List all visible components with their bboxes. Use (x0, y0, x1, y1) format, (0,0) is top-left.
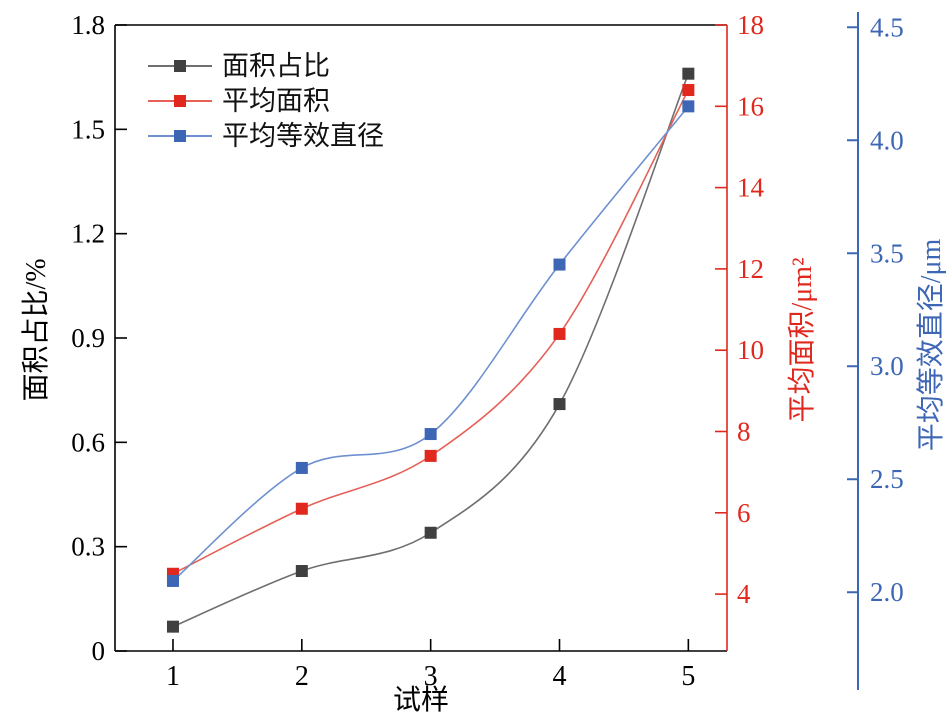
left-tick-label: 0 (92, 636, 106, 666)
average-area-tick-label: 6 (737, 498, 751, 528)
data-point-marker (553, 327, 566, 340)
average-diameter-tick-label: 2.0 (870, 577, 904, 607)
x-tick-label: 4 (553, 661, 567, 692)
average-area-axis-title: 平均面积/μm² (787, 257, 818, 423)
left-tick-label: 0.6 (71, 427, 105, 457)
average-area-tick-label: 4 (737, 579, 751, 609)
average-area-axis-ticks: 4 6 8 10 12 14 16 18 (715, 10, 765, 609)
average-area-tick-label: 16 (737, 91, 764, 121)
left-tick-label: 1.8 (71, 10, 105, 40)
left-tick-label: 1.5 (71, 114, 105, 144)
x-tick-label: 2 (295, 661, 309, 692)
legend-label: 平均等效直径 (222, 120, 384, 151)
legend-item-area-fraction: 面积占比 (148, 50, 384, 82)
series-area-fraction (166, 67, 695, 633)
data-point-marker (682, 100, 695, 113)
average-diameter-tick-label: 3.5 (870, 238, 904, 268)
series-line (172, 105, 689, 582)
legend-marker-square (174, 94, 186, 107)
data-point-marker (295, 565, 308, 578)
x-tick-label: 1 (166, 661, 180, 692)
square-marker-icon (148, 59, 212, 73)
data-point-marker (553, 398, 566, 411)
average-area-tick-label: 18 (737, 10, 764, 40)
average-diameter-axis: 2.0 2.5 3.0 3.5 4.0 4.5 (847, 12, 904, 690)
left-tick-label: 1.2 (71, 219, 105, 249)
left-tick-label: 0.3 (71, 532, 105, 562)
average-area-tick-label: 14 (737, 173, 765, 203)
x-tick-label: 5 (681, 661, 695, 692)
average-diameter-tick-label: 2.5 (870, 464, 904, 494)
legend-label: 平均面积 (222, 85, 330, 116)
data-point-marker (424, 449, 437, 462)
legend-marker-square (174, 129, 186, 142)
data-point-marker (166, 574, 179, 587)
data-point-marker (166, 620, 179, 633)
x-tick-label: 3 (424, 661, 438, 692)
legend-item-average-equivalent-diameter: 平均等效直径 (148, 120, 384, 152)
series-average-equivalent-diameter (166, 100, 695, 587)
square-marker-icon (148, 129, 212, 143)
average-diameter-tick-label: 3.0 (870, 351, 904, 381)
average-diameter-tick-label: 4.0 (870, 125, 904, 155)
data-point-marker (295, 502, 308, 515)
left-tick-label: 0.9 (71, 323, 105, 353)
average-area-tick-label: 12 (737, 254, 764, 284)
data-point-marker (553, 258, 566, 271)
data-point-marker (682, 67, 695, 80)
data-point-marker (424, 428, 437, 441)
average-area-tick-label: 8 (737, 416, 751, 446)
square-marker-icon (148, 94, 212, 108)
legend-label: 面积占比 (222, 50, 330, 81)
data-point-marker (682, 84, 695, 97)
legend-item-average-area: 平均面积 (148, 85, 384, 117)
average-diameter-tick-label: 4.5 (870, 12, 904, 42)
legend: 面积占比 平均面积 平均等效直径 (148, 50, 384, 152)
series-line (172, 89, 690, 575)
x-axis-ticks: 1 2 3 4 5 (166, 639, 695, 692)
data-point-marker (424, 526, 437, 539)
average-diameter-axis-title: 平均等效直径/μm (916, 238, 946, 452)
data-point-marker (295, 461, 308, 474)
left-axis-title: 面积占比/% (21, 258, 52, 402)
series-line (172, 73, 690, 628)
series-average-area (166, 84, 695, 580)
legend-marker-square (174, 59, 186, 72)
average-area-tick-label: 10 (737, 335, 764, 365)
left-axis-ticks: 0 0.3 0.6 0.9 1.2 1.5 1.8 (71, 10, 127, 666)
x-axis-title: 试样 (392, 685, 450, 716)
